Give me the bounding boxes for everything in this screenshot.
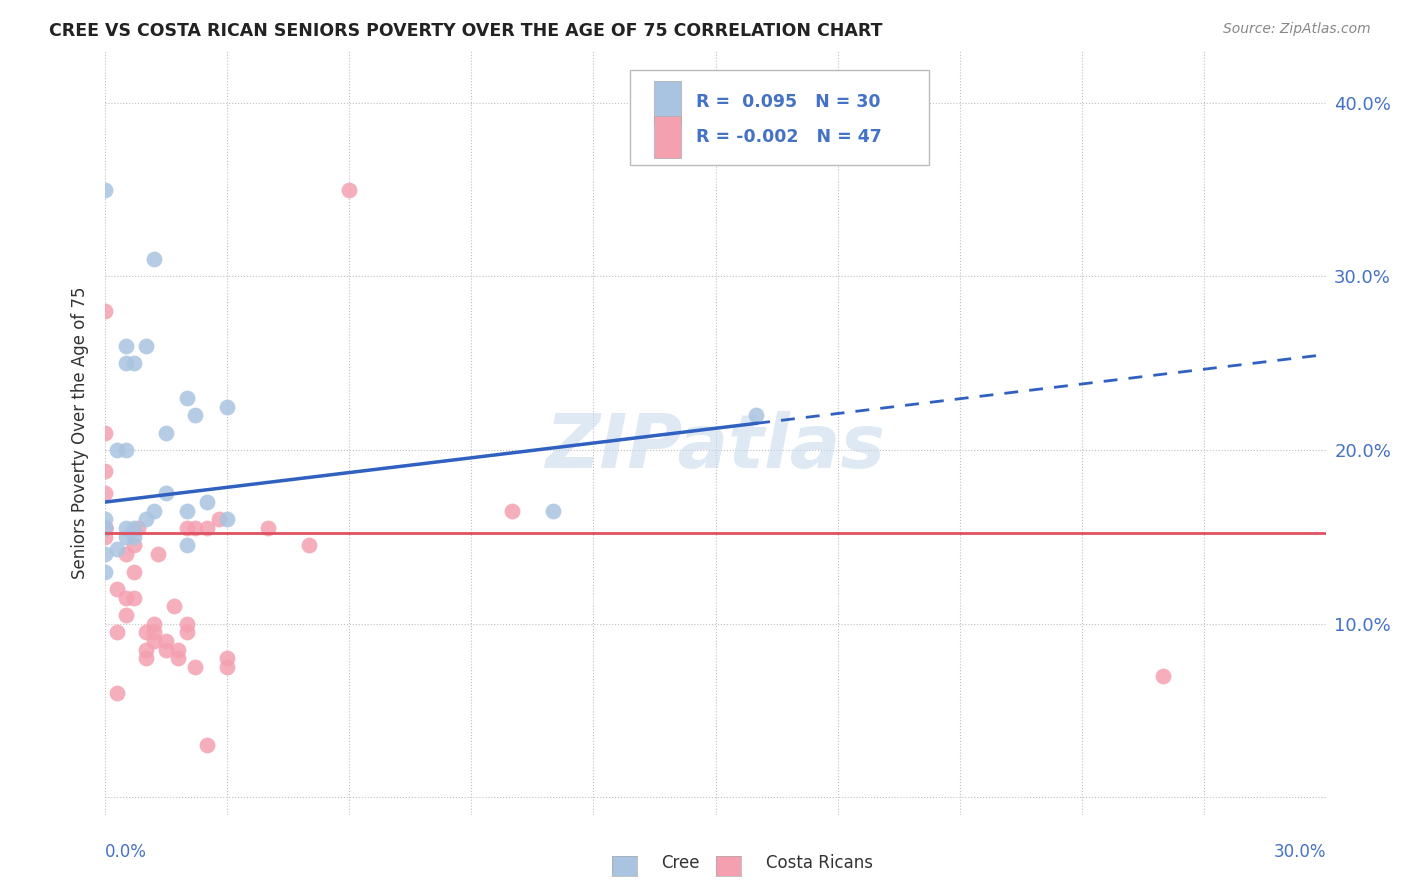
Point bbox=[195, 495, 218, 509]
Y-axis label: Seniors Poverty Over the Age of 75: Seniors Poverty Over the Age of 75 bbox=[72, 286, 89, 579]
Point bbox=[114, 442, 136, 457]
Point bbox=[107, 582, 129, 596]
Point bbox=[176, 625, 198, 640]
Point bbox=[122, 539, 145, 553]
Text: Cree: Cree bbox=[661, 854, 699, 871]
Point bbox=[122, 356, 145, 370]
Point bbox=[114, 339, 136, 353]
Point bbox=[94, 521, 117, 535]
Point bbox=[167, 651, 190, 665]
Text: CREE VS COSTA RICAN SENIORS POVERTY OVER THE AGE OF 75 CORRELATION CHART: CREE VS COSTA RICAN SENIORS POVERTY OVER… bbox=[49, 22, 883, 40]
Point bbox=[208, 512, 231, 526]
Point bbox=[135, 512, 157, 526]
Point bbox=[122, 530, 145, 544]
Point bbox=[143, 634, 166, 648]
Point bbox=[176, 504, 198, 518]
Point bbox=[176, 521, 198, 535]
FancyBboxPatch shape bbox=[654, 116, 682, 158]
Point bbox=[114, 591, 136, 605]
Point bbox=[217, 660, 239, 674]
Point bbox=[94, 530, 117, 544]
Point bbox=[745, 409, 768, 423]
Text: Source: ZipAtlas.com: Source: ZipAtlas.com bbox=[1223, 22, 1371, 37]
Point bbox=[183, 521, 205, 535]
Point bbox=[94, 486, 117, 500]
Text: Costa Ricans: Costa Ricans bbox=[766, 854, 873, 871]
Point bbox=[107, 625, 129, 640]
Point bbox=[217, 651, 239, 665]
Point bbox=[163, 599, 186, 614]
Point bbox=[114, 530, 136, 544]
Point bbox=[94, 521, 117, 535]
Point bbox=[94, 464, 117, 478]
Point bbox=[183, 660, 205, 674]
Point bbox=[217, 512, 239, 526]
Point bbox=[217, 400, 239, 414]
FancyBboxPatch shape bbox=[630, 70, 929, 165]
Point bbox=[94, 521, 117, 535]
Point bbox=[183, 409, 205, 423]
Point bbox=[135, 651, 157, 665]
Point bbox=[127, 521, 149, 535]
Point bbox=[155, 425, 177, 440]
Point bbox=[122, 521, 145, 535]
Point bbox=[122, 591, 145, 605]
Point bbox=[94, 521, 117, 535]
Point bbox=[155, 642, 177, 657]
Text: 0.0%: 0.0% bbox=[105, 843, 148, 861]
Point bbox=[135, 625, 157, 640]
Point bbox=[337, 183, 360, 197]
Point bbox=[1152, 668, 1174, 682]
Text: R = -0.002   N = 47: R = -0.002 N = 47 bbox=[696, 128, 882, 146]
Point bbox=[146, 547, 169, 561]
Text: 30.0%: 30.0% bbox=[1274, 843, 1326, 861]
Point bbox=[195, 521, 218, 535]
Point bbox=[176, 616, 198, 631]
Point bbox=[107, 442, 129, 457]
Point bbox=[114, 521, 136, 535]
Point bbox=[122, 565, 145, 579]
Point bbox=[114, 356, 136, 370]
Point bbox=[94, 512, 117, 526]
Point bbox=[114, 607, 136, 622]
Text: ZIPatlas: ZIPatlas bbox=[546, 411, 886, 484]
Point bbox=[135, 642, 157, 657]
Point bbox=[176, 539, 198, 553]
Point bbox=[143, 616, 166, 631]
Point bbox=[107, 541, 129, 556]
Point bbox=[94, 521, 117, 535]
FancyBboxPatch shape bbox=[654, 80, 682, 123]
Text: R =  0.095   N = 30: R = 0.095 N = 30 bbox=[696, 93, 880, 111]
Point bbox=[257, 521, 280, 535]
Point bbox=[143, 625, 166, 640]
Point bbox=[167, 642, 190, 657]
Point bbox=[143, 252, 166, 266]
Point bbox=[195, 738, 218, 752]
Point bbox=[155, 634, 177, 648]
Point bbox=[107, 686, 129, 700]
Point bbox=[176, 391, 198, 405]
Point bbox=[501, 504, 523, 518]
Point bbox=[298, 539, 321, 553]
Point bbox=[94, 521, 117, 535]
Point bbox=[94, 425, 117, 440]
Point bbox=[143, 504, 166, 518]
Point bbox=[135, 339, 157, 353]
Point bbox=[94, 183, 117, 197]
Point bbox=[541, 504, 564, 518]
Point bbox=[114, 547, 136, 561]
Point bbox=[94, 547, 117, 561]
Point bbox=[155, 486, 177, 500]
Point bbox=[94, 304, 117, 318]
Point bbox=[94, 565, 117, 579]
